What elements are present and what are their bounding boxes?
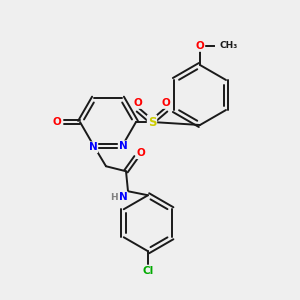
Text: O: O xyxy=(196,41,204,51)
Text: Cl: Cl xyxy=(142,266,154,276)
Text: O: O xyxy=(162,98,170,108)
Text: O: O xyxy=(52,117,62,127)
Text: CH₃: CH₃ xyxy=(220,41,238,50)
Text: S: S xyxy=(148,116,156,128)
Text: H: H xyxy=(110,193,118,202)
Text: N: N xyxy=(118,192,127,202)
Text: O: O xyxy=(134,98,142,108)
Text: N: N xyxy=(88,142,98,152)
Text: O: O xyxy=(136,148,146,158)
Text: N: N xyxy=(118,141,127,151)
